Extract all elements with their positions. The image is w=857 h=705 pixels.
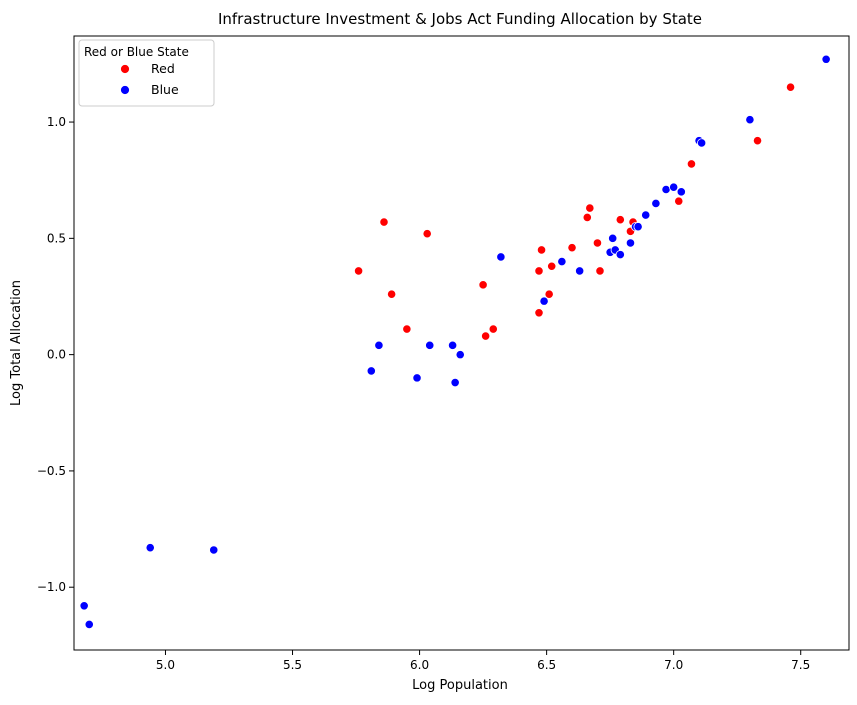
data-point-red <box>567 243 577 253</box>
data-point-red <box>402 324 412 334</box>
data-point-red <box>534 308 544 318</box>
data-point-red <box>379 217 389 227</box>
x-tick-label: 7.5 <box>791 658 810 672</box>
data-point-red <box>674 196 684 206</box>
data-point-red <box>353 266 364 276</box>
data-point-blue <box>669 182 679 192</box>
data-point-blue <box>425 340 435 350</box>
data-point-blue <box>615 250 625 260</box>
y-tick-label: −0.5 <box>37 464 66 478</box>
data-point-blue <box>641 210 651 220</box>
legend-label: Red <box>151 61 175 76</box>
legend-title: Red or Blue State <box>84 45 189 59</box>
data-point-blue <box>79 601 89 611</box>
y-axis-title: Log Total Allocation <box>9 280 24 406</box>
data-point-blue <box>575 266 585 276</box>
data-point-blue <box>412 373 422 383</box>
data-point-blue <box>374 340 384 350</box>
data-point-blue <box>651 198 661 209</box>
data-point-red <box>615 215 625 225</box>
x-axis-title: Log Population <box>412 678 508 693</box>
y-tick-label: 1.0 <box>47 115 66 129</box>
data-point-red <box>686 159 697 169</box>
x-tick-label: 5.0 <box>156 658 175 672</box>
data-point-red <box>488 324 498 334</box>
data-point-red <box>536 245 547 255</box>
legend-entries: Red Blue <box>120 61 179 97</box>
data-points <box>79 54 831 630</box>
data-point-blue <box>496 252 506 262</box>
data-point-blue <box>557 256 567 267</box>
chart-title: Infrastructure Investment & Jobs Act Fun… <box>218 10 702 28</box>
data-point-blue <box>661 184 671 195</box>
data-point-red <box>544 289 554 299</box>
data-point-blue <box>84 619 94 630</box>
data-point-blue <box>745 115 755 125</box>
data-point-red <box>481 331 491 341</box>
legend-box <box>78 39 215 107</box>
x-tick-label: 6.5 <box>537 658 556 672</box>
data-point-blue <box>625 238 636 248</box>
y-tick-label: −1.0 <box>37 580 66 594</box>
axis-ticks: 5.0 5.5 6.0 6.5 7.0 7.5 −1.0 −0.5 0.0 0.5 1.0 <box>37 115 810 672</box>
data-point-red <box>422 229 432 239</box>
data-point-blue <box>450 377 460 388</box>
data-point-red <box>752 136 763 146</box>
data-point-red <box>582 212 592 223</box>
data-point-red <box>585 203 595 213</box>
data-point-red <box>534 266 544 276</box>
data-point-red <box>595 266 605 276</box>
data-point-blue <box>145 543 155 553</box>
data-point-red <box>785 82 796 92</box>
legend: Red or Blue State Red Blue <box>78 39 215 107</box>
x-tick-label: 5.5 <box>283 658 302 672</box>
data-point-blue <box>448 340 458 350</box>
x-tick-label: 6.0 <box>410 658 429 672</box>
data-point-blue <box>366 366 376 376</box>
plot-area-frame <box>73 35 850 651</box>
y-tick-label: 0.5 <box>47 231 66 245</box>
legend-label: Blue <box>151 82 179 97</box>
data-point-red <box>387 289 397 299</box>
data-point-blue <box>821 54 831 64</box>
data-point-blue <box>539 296 549 306</box>
data-point-blue <box>608 233 618 243</box>
legend-marker <box>120 85 130 95</box>
legend-marker <box>120 64 130 74</box>
data-point-blue <box>697 138 707 148</box>
data-point-blue <box>676 187 686 197</box>
data-point-red <box>478 280 488 290</box>
data-point-red <box>592 238 603 248</box>
data-point-blue <box>209 545 219 555</box>
data-point-blue <box>633 222 643 232</box>
x-tick-label: 7.0 <box>664 658 683 672</box>
data-point-red <box>547 261 557 271</box>
data-point-blue <box>455 350 465 360</box>
y-tick-label: 0.0 <box>47 348 66 362</box>
